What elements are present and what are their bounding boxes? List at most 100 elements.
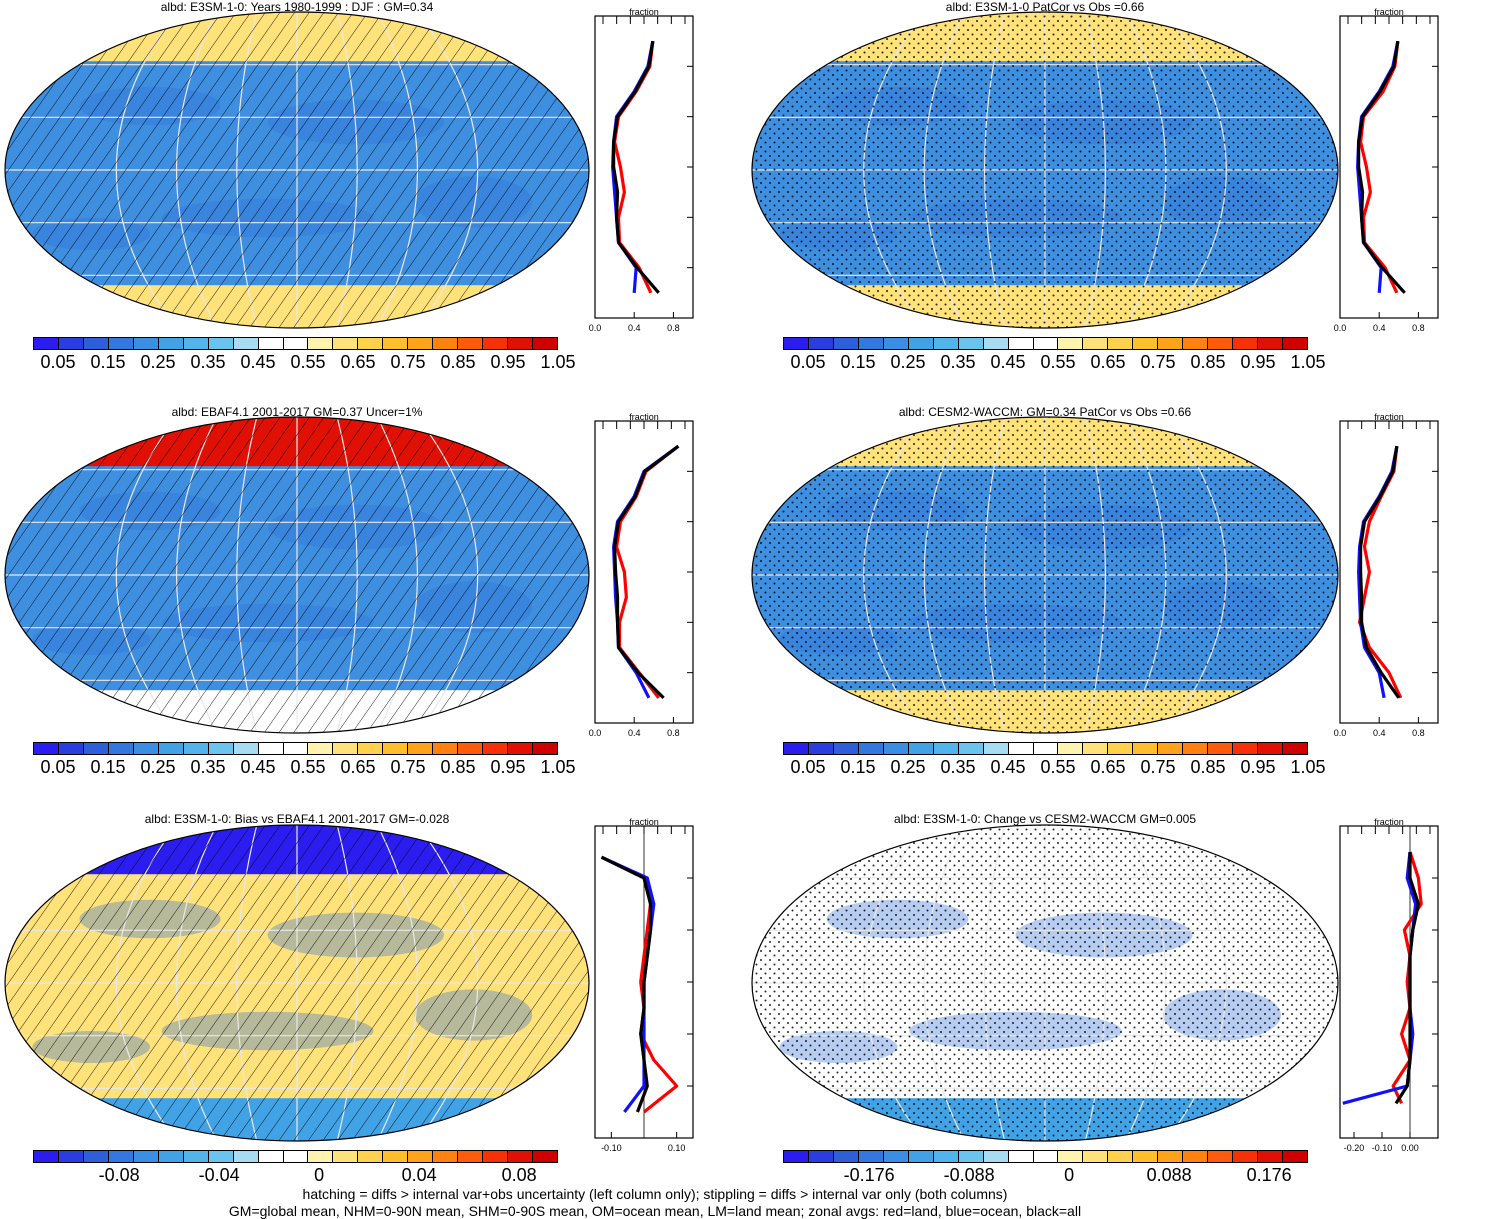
colorbar-swatch [1058, 338, 1084, 349]
colorbar-swatch [158, 743, 184, 754]
colorbar-swatch [1008, 338, 1034, 349]
colorbar-swatch [1208, 1151, 1234, 1162]
colorbar-swatch [1083, 338, 1109, 349]
colorbar-tick-label: 0.15 [90, 352, 126, 372]
colorbar-swatch [784, 1151, 809, 1162]
colorbar-tick-label: 0.85 [440, 352, 476, 372]
colorbar-swatch [433, 338, 459, 349]
colorbar-swatch [533, 743, 558, 754]
colorbar-swatch [1058, 1151, 1084, 1162]
colorbar-swatch [183, 743, 209, 754]
colorbar-swatch [1008, 743, 1034, 754]
zonal-x-label: 0.8 [1412, 728, 1425, 738]
map-title: albd: E3SM-1-0: Bias vs EBAF4.1 2001-201… [144, 812, 450, 826]
world-map [4, 11, 590, 329]
colorbar-swatch [858, 1151, 884, 1162]
zonal-average-plot: fraction60N30N030S60S0.00.40.8 [589, 413, 694, 738]
colorbar-tick-label: 0.45 [240, 352, 276, 372]
zonal-axis-label: fraction [1374, 8, 1404, 17]
zonal-x-label: -0.10 [601, 1143, 622, 1153]
colorbar-swatch [34, 1151, 59, 1162]
stipple-overlay [752, 825, 1338, 1141]
map-border [751, 416, 1339, 734]
zonal-axis-label: fraction [629, 413, 659, 422]
colorbar-swatch [308, 1151, 334, 1162]
colorbar-swatch [908, 743, 934, 754]
map-border [4, 11, 590, 329]
zonal-line-black [1394, 852, 1421, 1105]
colorbar [783, 1150, 1308, 1163]
colorbar-swatch [108, 743, 134, 754]
zonal-x-label: 0.0 [1334, 728, 1347, 738]
colorbar-swatch [458, 1151, 484, 1162]
colorbar-swatch [1133, 1151, 1159, 1162]
colorbar-swatch [83, 1151, 109, 1162]
colorbar-swatch [858, 338, 884, 349]
colorbar-tick-label: 0.75 [1140, 352, 1176, 372]
colorbar-swatch [283, 1151, 309, 1162]
colorbar-swatch [1083, 743, 1109, 754]
map-border [751, 824, 1339, 1142]
colorbar-swatch [1258, 743, 1284, 754]
colorbar-tick-label: 0.08 [501, 1165, 537, 1185]
colorbar-swatch [833, 1151, 859, 1162]
colorbar-swatch [433, 743, 459, 754]
colorbar-tick-label: -0.176 [843, 1165, 895, 1185]
stipple-overlay [752, 417, 1338, 733]
colorbar-swatch [158, 1151, 184, 1162]
map-title: albd: EBAF4.1 2001-2017 GM=0.37 Uncer=1% [171, 405, 423, 419]
colorbar-swatch [258, 1151, 284, 1162]
colorbar-tick-label: 0.25 [890, 352, 926, 372]
colorbar-swatch [808, 743, 834, 754]
colorbar [33, 1150, 558, 1163]
colorbar-swatch [983, 743, 1009, 754]
zonal-x-label: 0.0 [589, 728, 602, 738]
zonal-x-label: -0.10 [1372, 1143, 1393, 1153]
colorbar-swatch [358, 338, 384, 349]
colorbar-swatch [1133, 338, 1159, 349]
colorbar-swatch [383, 338, 409, 349]
colorbar-swatch [108, 338, 134, 349]
zonal-x-label: 0.4 [1373, 323, 1386, 333]
colorbar-swatch [58, 338, 84, 349]
hatch-overlay [5, 12, 589, 328]
map-title: albd: CESM2-WACCM: GM=0.34 PatCor vs Obs… [898, 405, 1192, 419]
colorbar-swatch [1058, 743, 1084, 754]
colorbar-swatch [233, 743, 259, 754]
colorbar-swatch [383, 743, 409, 754]
hatch-overlay [5, 417, 589, 733]
zonal-x-label: -0.20 [1344, 1143, 1365, 1153]
colorbar-swatch [1158, 338, 1184, 349]
zonal-x-label: 0.4 [1373, 728, 1386, 738]
zonal-line-black [612, 40, 660, 294]
map-border [4, 416, 590, 734]
colorbar-tick-label: 1.05 [540, 352, 576, 372]
colorbar-swatch [1258, 338, 1284, 349]
colorbar-swatch [1208, 338, 1234, 349]
colorbar-tick-label: 0.95 [490, 757, 526, 777]
colorbar-swatch [508, 743, 534, 754]
colorbar-swatch [1108, 338, 1134, 349]
zonal-axis-label: fraction [629, 818, 659, 827]
colorbar-tick-label: 0.85 [1190, 352, 1226, 372]
colorbar-swatch [483, 338, 509, 349]
colorbar-tick-label: 0.55 [290, 757, 326, 777]
colorbar-swatch [233, 1151, 259, 1162]
zonal-frame [1339, 825, 1439, 1139]
zonal-axis-label: fraction [629, 8, 659, 17]
zonal-x-label: 0.10 [668, 1143, 686, 1153]
colorbar-tick-label: 0.05 [790, 352, 826, 372]
colorbar-swatch [408, 1151, 434, 1162]
colorbar-swatch [983, 338, 1009, 349]
colorbar-swatch [1258, 1151, 1284, 1162]
colorbar-swatch [933, 743, 959, 754]
colorbar-tick-label: 0.25 [140, 352, 176, 372]
colorbar-swatch [508, 1151, 534, 1162]
world-map [751, 824, 1339, 1142]
colorbar-swatch [983, 1151, 1009, 1162]
colorbar-swatch [83, 338, 109, 349]
zonal-average-plot: fraction60N30N030S60S-0.20-0.100.00 [1339, 818, 1439, 1153]
zonal-average-plot: fraction60N30N030S60S0.00.40.8 [1334, 8, 1439, 333]
colorbar-tick-label: 0.05 [40, 757, 76, 777]
colorbar-tick-label: 0.75 [390, 757, 426, 777]
